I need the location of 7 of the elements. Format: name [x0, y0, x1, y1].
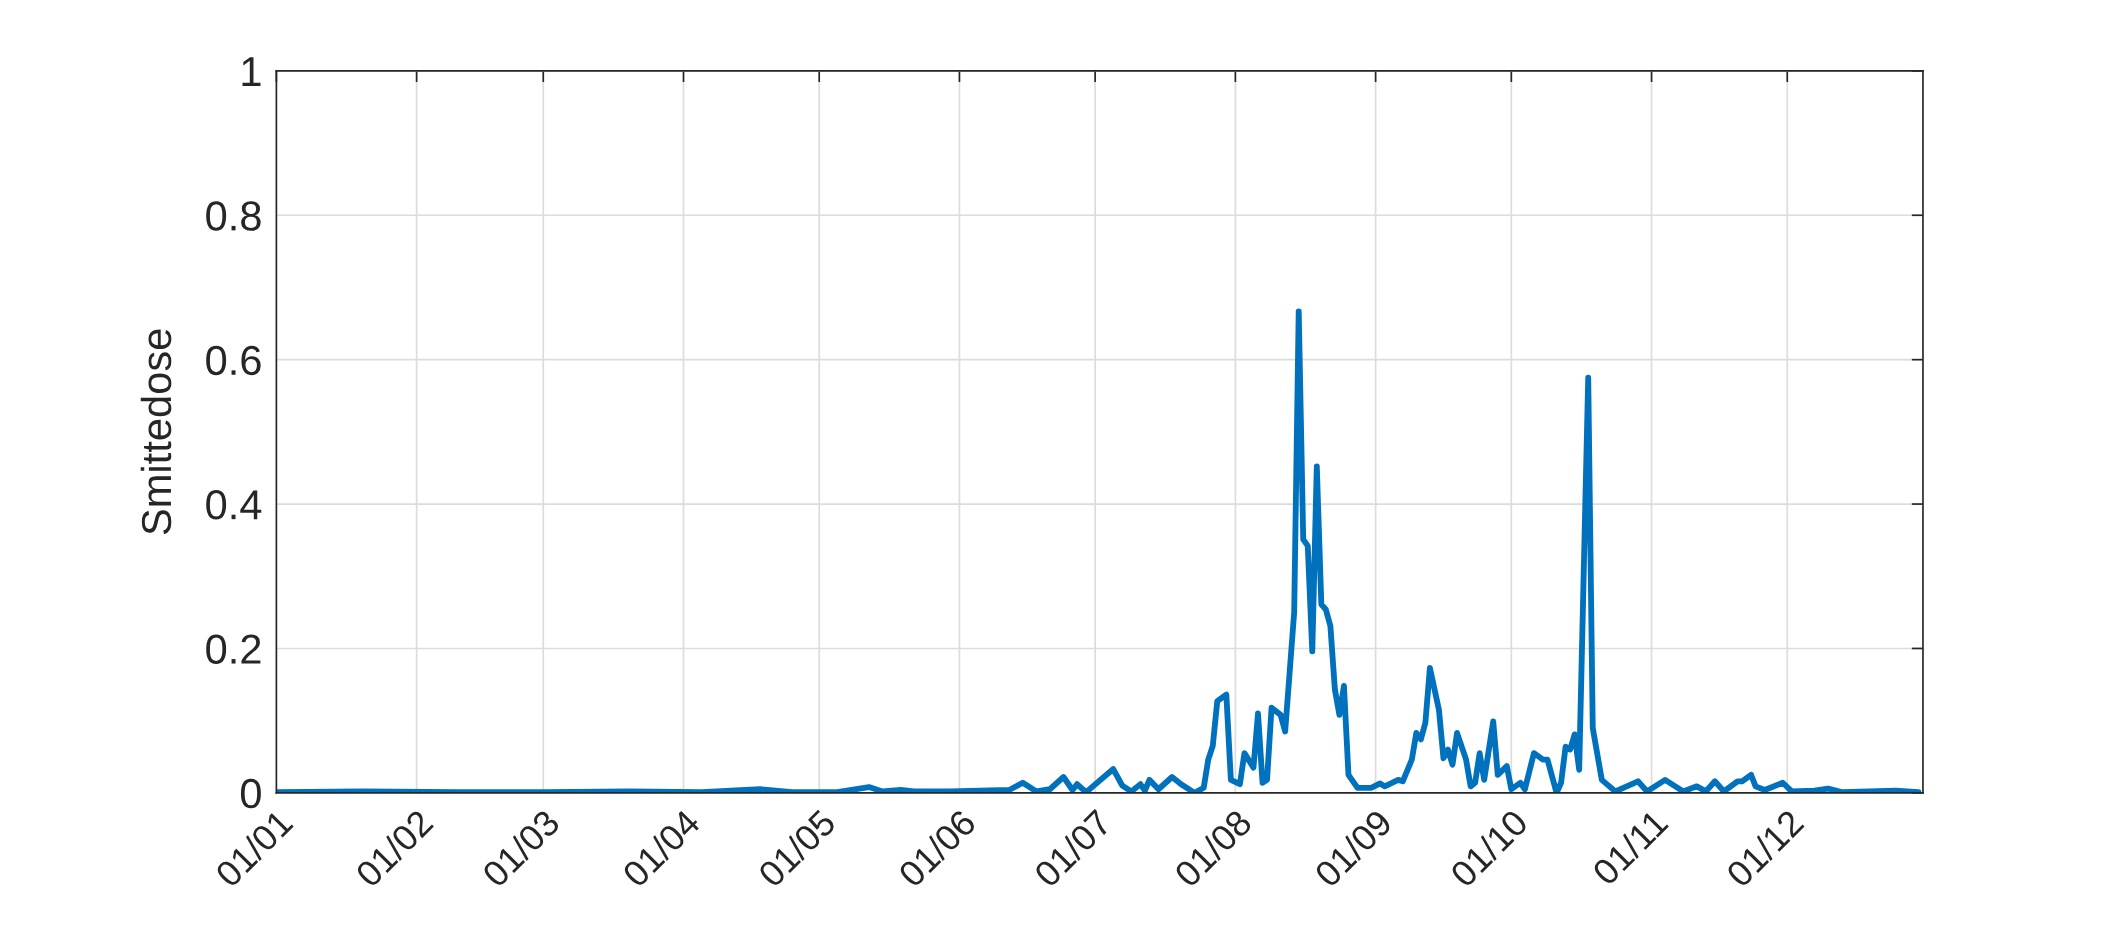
y-tick-label: 0.4	[206, 490, 262, 520]
y-tick-label: 0.2	[206, 634, 261, 664]
y-tick-label: 1	[242, 57, 261, 86]
y-tick-label: 0.8	[206, 201, 261, 231]
y-tick-label: 0	[240, 778, 261, 809]
y-tick-label: 0.6	[206, 345, 261, 376]
y-axis-title: Smittedose	[140, 329, 172, 535]
